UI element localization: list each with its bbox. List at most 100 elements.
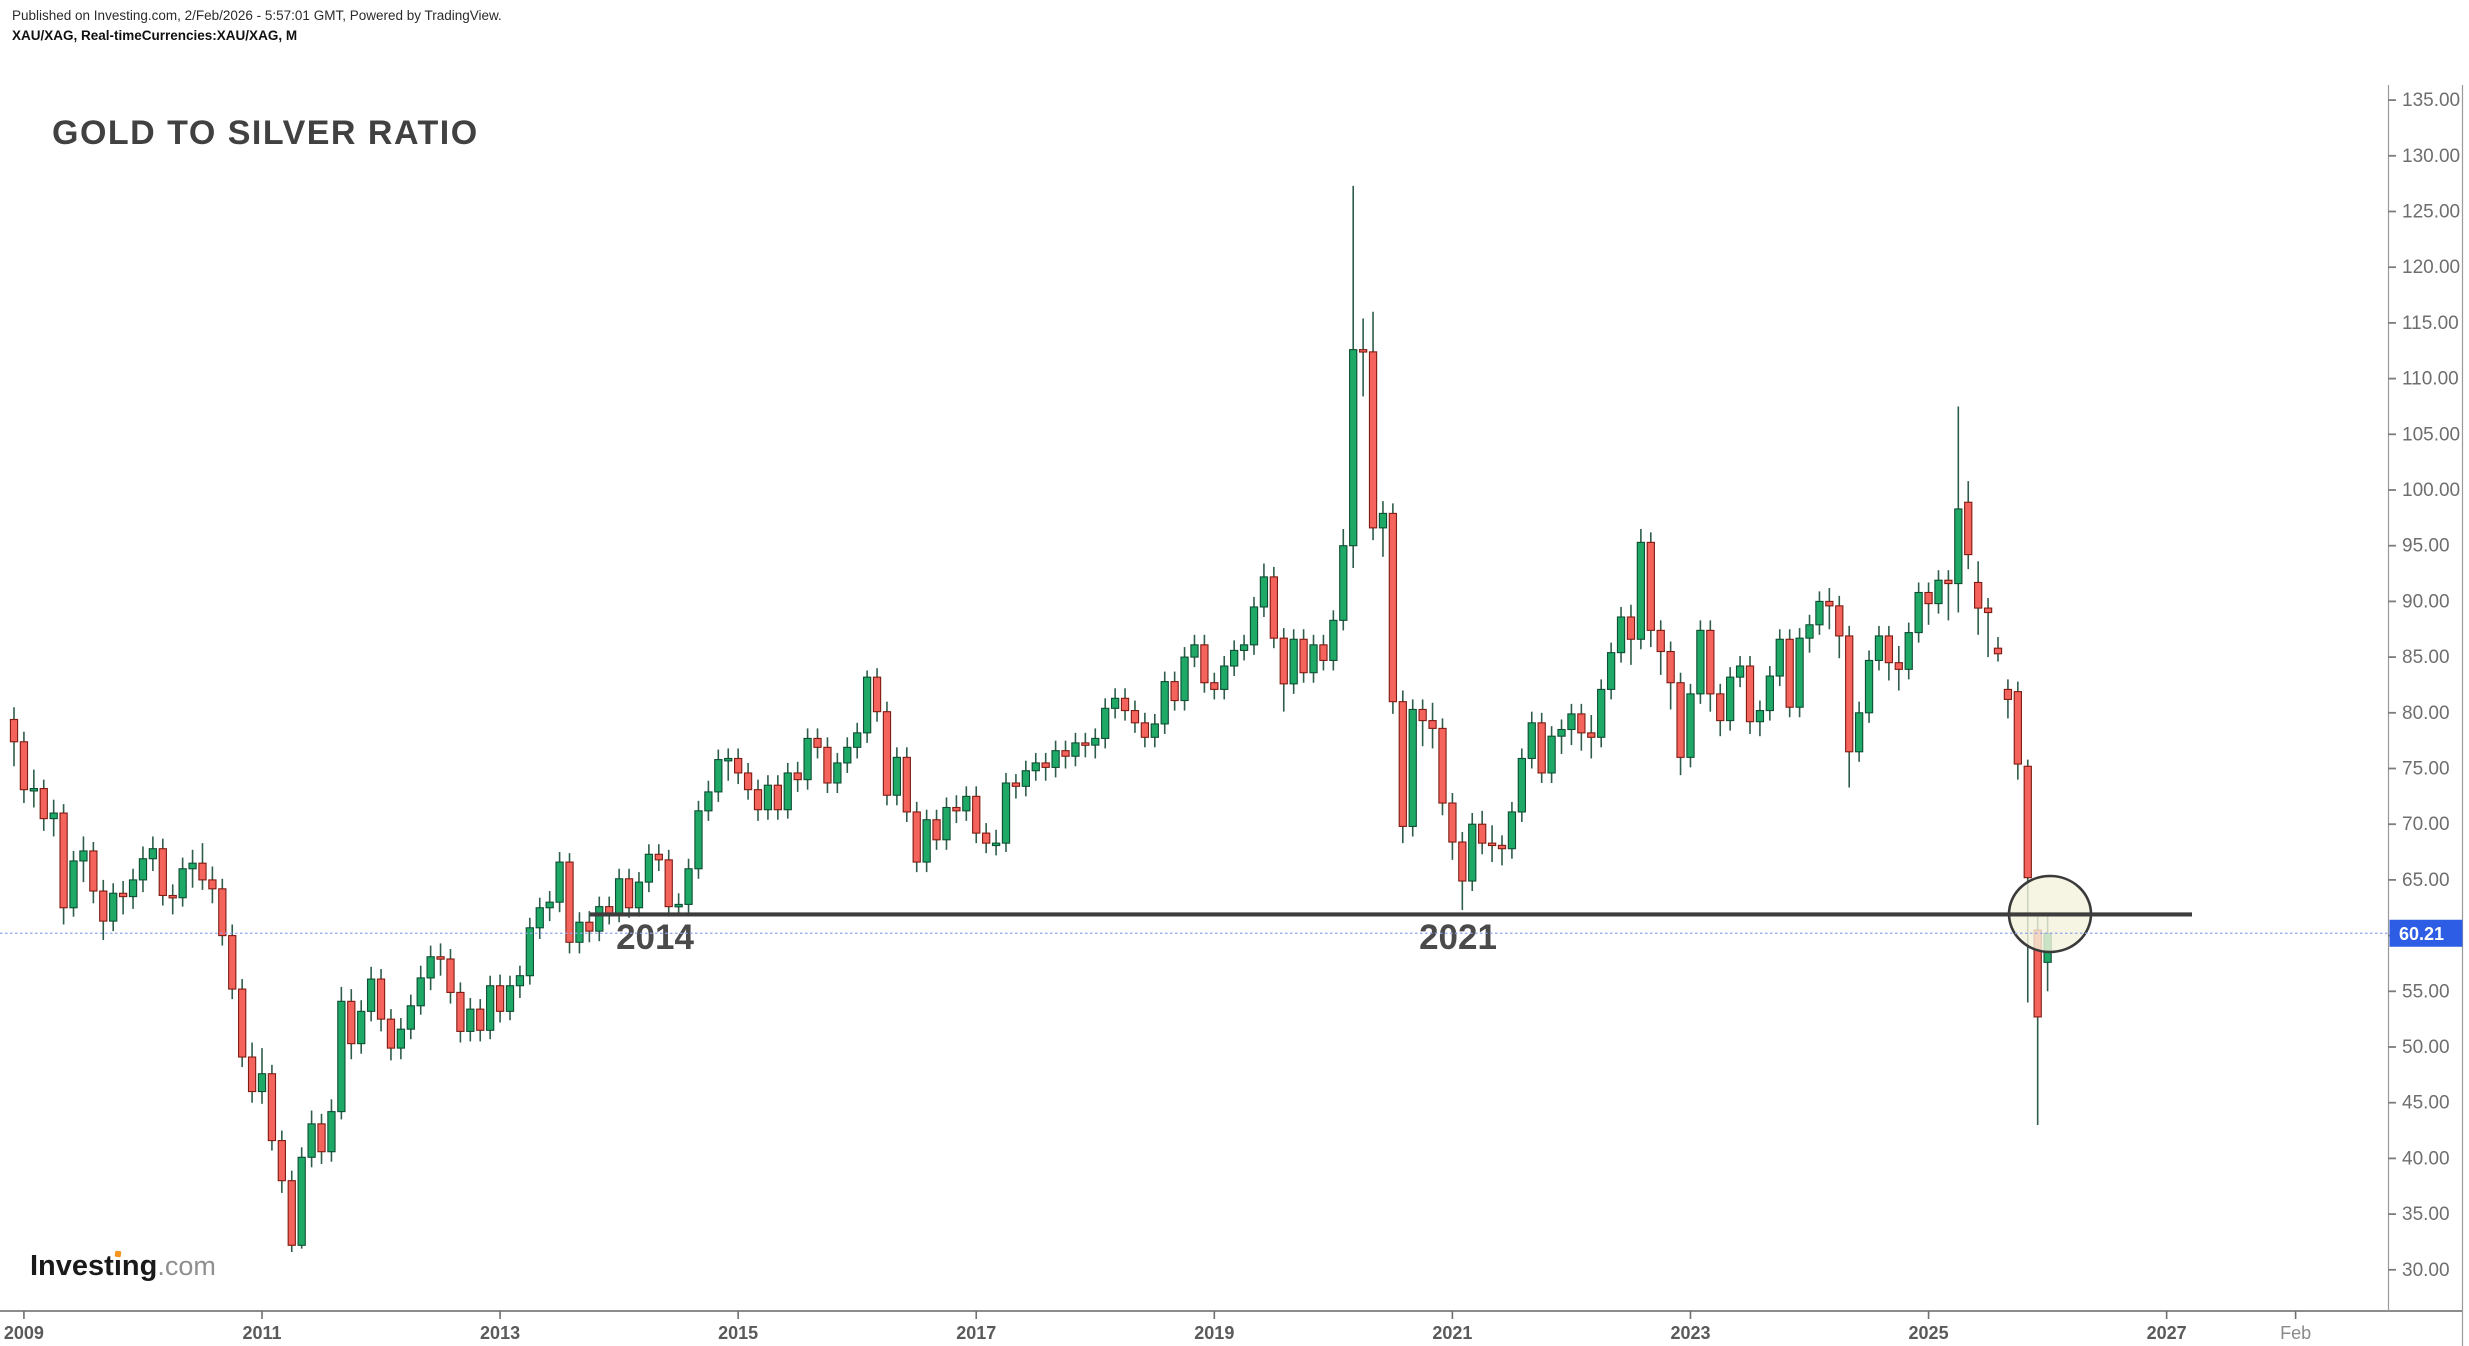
- candle-body: [436, 956, 445, 960]
- x-tick-label: 2027: [2147, 1323, 2187, 1343]
- candle-body: [952, 806, 961, 812]
- candle-body: [862, 676, 872, 734]
- candle-body: [1845, 635, 1854, 753]
- candle-body: [1190, 644, 1199, 658]
- candle-body: [1259, 576, 1269, 608]
- candle-body: [1309, 644, 1318, 674]
- candle-body: [1993, 647, 2003, 655]
- candle-body: [962, 795, 971, 812]
- candle-body: [1478, 823, 1487, 844]
- candle-body: [734, 757, 743, 774]
- y-tick-label: 105.00: [2402, 424, 2460, 445]
- candle-body: [1567, 713, 1576, 731]
- candle-body: [714, 759, 723, 793]
- candle-body: [1626, 616, 1636, 640]
- candle-body: [1706, 629, 1715, 695]
- candle-body: [1150, 723, 1159, 738]
- candle-body: [1239, 644, 1249, 651]
- candle-body: [1815, 600, 1824, 626]
- candle-body: [1299, 638, 1308, 674]
- y-tick-label: 125.00: [2402, 202, 2460, 223]
- y-tick-label: 75.00: [2402, 759, 2450, 780]
- candle-body: [505, 985, 515, 1012]
- candle-body: [2023, 765, 2032, 879]
- candle-body: [982, 832, 991, 844]
- candle-body: [1368, 351, 1378, 529]
- candle-body: [1805, 624, 1814, 639]
- candle-body: [1606, 652, 1616, 690]
- candle-body: [1527, 722, 1536, 760]
- candle-body: [1180, 656, 1189, 702]
- candle-body: [1587, 732, 1596, 738]
- candle-body: [2003, 688, 2013, 700]
- candle-body: [228, 935, 237, 990]
- candle-body: [525, 927, 534, 977]
- candle-body: [664, 859, 673, 908]
- candle-body: [545, 901, 554, 909]
- candle-body: [1696, 629, 1705, 695]
- candle-body: [1329, 619, 1338, 661]
- y-tick-label: 45.00: [2402, 1093, 2450, 1114]
- y-tick-label: 115.00: [2402, 313, 2459, 334]
- y-tick-label: 70.00: [2402, 814, 2450, 835]
- candle-body: [1408, 708, 1417, 827]
- candle-body: [128, 879, 138, 898]
- candle-body: [535, 907, 544, 929]
- candle-body: [277, 1140, 286, 1182]
- logo-i-dot: [114, 1250, 122, 1258]
- candle-body: [1071, 742, 1080, 757]
- candle-body: [565, 861, 574, 943]
- candle-body: [218, 888, 227, 937]
- candle-body: [674, 903, 683, 908]
- candle-body: [1220, 665, 1229, 690]
- candle-body: [89, 850, 98, 892]
- y-tick-label: 80.00: [2402, 703, 2450, 724]
- candle-body: [466, 1008, 475, 1032]
- candle-body: [892, 756, 902, 796]
- candle-body: [1438, 727, 1447, 804]
- candle-body: [208, 879, 217, 890]
- candle-body: [1616, 616, 1626, 654]
- candle-body: [991, 842, 1001, 847]
- header: Published on Investing.com, 2/Feb/2026 -…: [12, 6, 502, 46]
- candle-body: [1954, 508, 1963, 585]
- candle-body: [1835, 605, 1844, 637]
- candle-body: [1110, 697, 1120, 709]
- candle-body: [813, 737, 822, 748]
- x-tick-label: 2025: [1909, 1323, 1949, 1343]
- candle-body: [1825, 600, 1834, 607]
- candle-body: [1983, 607, 1993, 614]
- candle-body: [1388, 512, 1398, 703]
- candle-body: [1378, 512, 1388, 529]
- candle-body: [1428, 720, 1437, 729]
- candle-body: [1249, 606, 1259, 646]
- candle-body: [1765, 675, 1774, 712]
- candle-body: [168, 894, 177, 899]
- candle-body: [1894, 662, 1903, 670]
- candle-bodies-layer: [9, 349, 2052, 1246]
- chart-title: GOLD TO SILVER RATIO: [52, 114, 479, 152]
- candle-body: [1130, 710, 1140, 724]
- candle-body: [1884, 635, 1894, 664]
- candle-body: [1398, 701, 1407, 827]
- annotation-year-2021: 2021: [1419, 918, 1497, 957]
- candle-body: [1517, 757, 1526, 813]
- candle-body: [1497, 844, 1507, 850]
- y-axis-scale[interactable]: 135.00 130.00 125.00 120.00 115.00 110.00 105.…: [2388, 90, 2460, 1281]
- y-tick-label: 40.00: [2402, 1148, 2450, 1169]
- candle-body: [793, 772, 802, 781]
- candle-body: [1051, 750, 1060, 768]
- candle-body: [1011, 782, 1021, 787]
- candle-body: [366, 978, 376, 1012]
- x-axis-scale[interactable]: 2009 2011 2013 2015 2017 2019 2021 2023 2025 2027…: [4, 1311, 2311, 1343]
- candle-body: [1001, 782, 1011, 844]
- candle-body: [337, 1000, 346, 1113]
- candle-body: [1140, 722, 1150, 738]
- logo-tail: ng: [121, 1250, 158, 1282]
- candle-body: [1091, 737, 1100, 746]
- candle-body: [1061, 750, 1070, 757]
- candle-body: [902, 756, 911, 813]
- candle-body: [1031, 762, 1040, 772]
